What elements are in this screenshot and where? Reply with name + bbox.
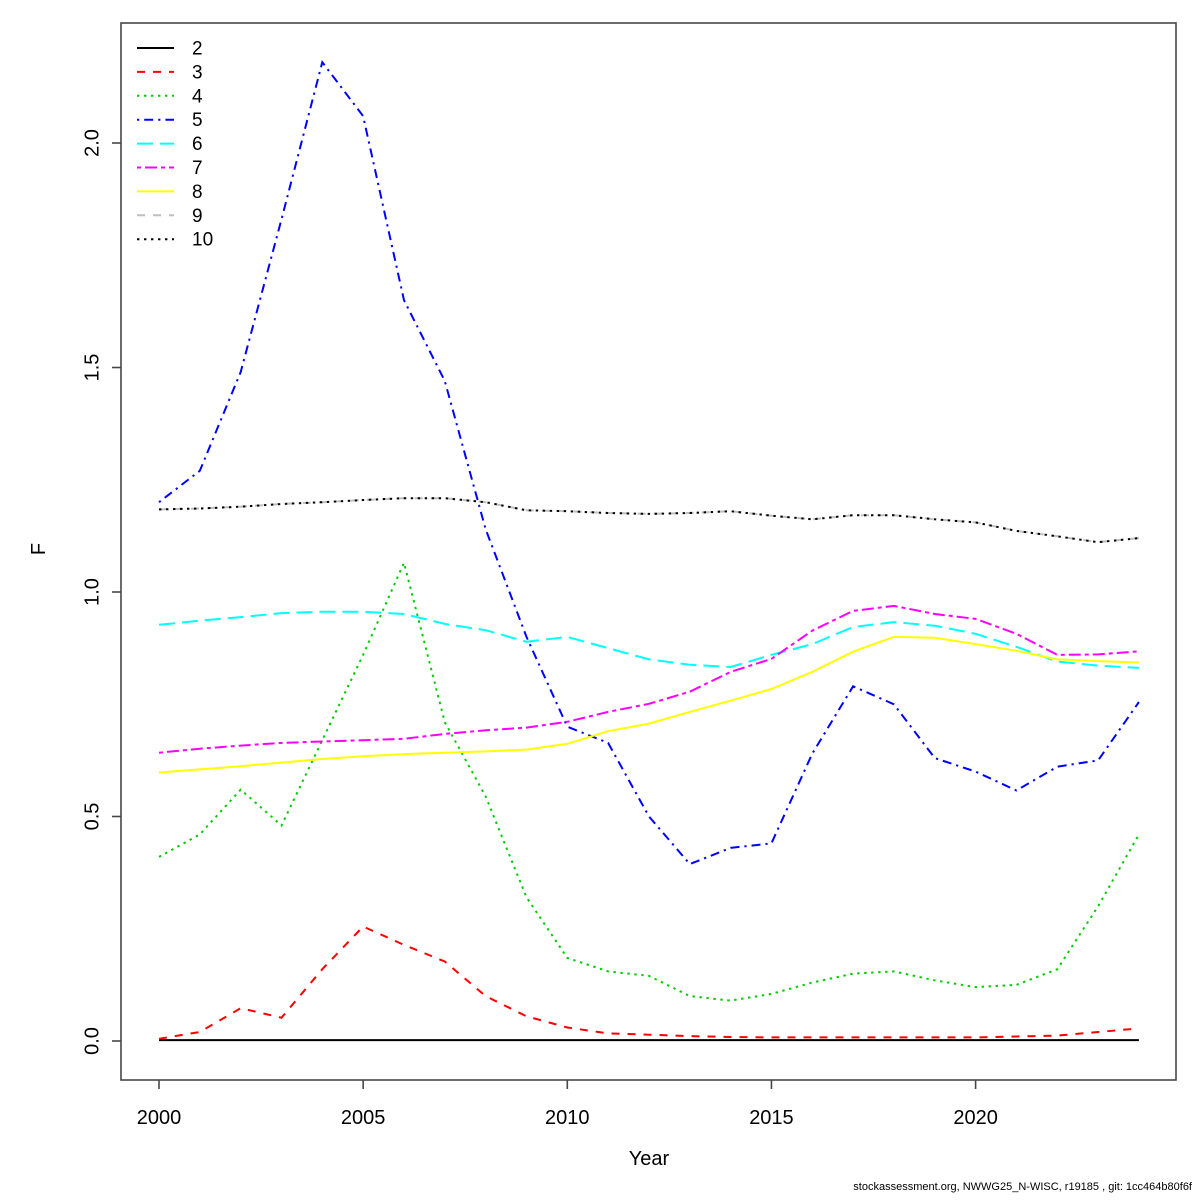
x-tick-label: 2015 [749,1107,794,1129]
legend-label-age-6: 6 [192,134,203,155]
legend-label-age-10: 10 [192,230,213,251]
series-line-age-9 [158,497,1140,544]
plot-border [120,22,1177,1081]
series-line-age-8 [158,635,1139,774]
x-tick-label: 2020 [953,1107,998,1129]
series-line-age-3 [158,925,1139,1040]
legend-label-age-2: 2 [192,39,203,60]
series-line-age-10 [158,497,1140,544]
y-tick-label: 2.0 [81,129,103,157]
y-tick-label: 0.0 [81,1027,103,1055]
series-line-age-7 [158,604,1139,754]
series-line-age-4 [158,559,1140,1002]
x-tick-label: 2005 [341,1107,386,1129]
legend-label-age-8: 8 [192,182,203,203]
x-axis-title: Year [628,1148,670,1170]
legend-label-age-9: 9 [192,206,203,227]
footer-watermark: stockassessment.org, NWWG25_N-WISC, r191… [853,1181,1192,1193]
legend-label-age-4: 4 [192,86,203,107]
legend-label-age-5: 5 [192,110,203,131]
legend-label-age-7: 7 [192,158,203,179]
y-tick-label: 1.5 [81,354,103,382]
series-line-age-6 [158,610,1139,669]
series-line-age-5 [158,59,1140,866]
y-tick-label: 1.0 [81,578,103,606]
legend-label-age-3: 3 [192,62,203,83]
x-tick-label: 2010 [545,1107,590,1129]
y-tick-label: 0.5 [81,803,103,831]
x-tick-label: 2000 [137,1107,182,1129]
y-axis-title: F [28,542,50,556]
